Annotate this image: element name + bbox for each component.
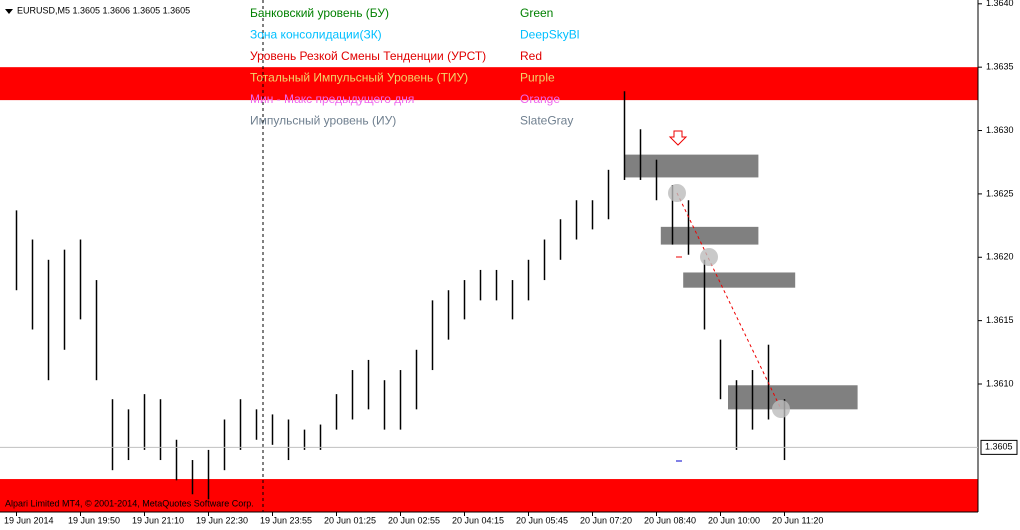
legend-label: Тотальный Импульсный Уровень (ТИУ): [250, 71, 468, 85]
legend-color-name: SlateGray: [520, 114, 573, 128]
x-tick-label: 19 Jun 23:55: [260, 515, 312, 525]
x-tick-label: 20 Jun 07:20: [580, 515, 632, 525]
x-tick-label: 19 Jun 21:10: [132, 515, 184, 525]
zone: [660, 226, 759, 245]
x-tick-label: 20 Jun 04:15: [452, 515, 504, 525]
header: EURUSD,M5 1.3605 1.3606 1.3605 1.3605: [17, 5, 190, 15]
menu-icon[interactable]: [5, 9, 13, 14]
y-tick-label: 1.3635: [986, 62, 1014, 72]
legend-color-name: Red: [520, 49, 542, 63]
legend-label: Мин - Макс предыдущего дня: [250, 92, 414, 106]
zone: [683, 272, 796, 288]
y-tick-label: 1.3640: [986, 0, 1014, 8]
legend-label: Уровень Резкой Смены Тенденции (УРСТ): [250, 49, 486, 63]
y-tick-label: 1.3630: [986, 125, 1014, 135]
legend-color-name: Green: [520, 6, 553, 20]
legend-label: Банковский уровень (БУ): [250, 6, 389, 20]
trend-line: [676, 192, 782, 410]
y-tick-label: 1.3615: [986, 315, 1014, 325]
x-tick-label: 19 Jun 19:50: [68, 515, 120, 525]
legend-color-name: Orange: [520, 92, 560, 106]
x-tick-label: 20 Jun 01:25: [324, 515, 376, 525]
legend-color-name: Purple: [520, 71, 555, 85]
legend-color-name: DeepSkyBl: [520, 28, 579, 42]
marker: [772, 400, 790, 418]
x-tick-label: 20 Jun 11:20: [772, 515, 823, 525]
current-price-box: [980, 439, 1018, 455]
y-tick-label: 1.3610: [986, 378, 1014, 388]
marker: [700, 248, 718, 266]
legend-label: Зона консолидации(ЗК): [250, 28, 382, 42]
zone: [728, 385, 858, 410]
level-band: [0, 479, 978, 512]
y-tick-label: 1.3620: [986, 252, 1014, 262]
x-tick-label: 20 Jun 05:45: [516, 515, 568, 525]
y-tick-label: 1.3625: [986, 188, 1014, 198]
level-band: [0, 67, 978, 101]
x-tick-label: 19 Jun 22:30: [196, 515, 248, 525]
x-tick-label: 19 Jun 2014: [4, 515, 54, 525]
marker: [668, 184, 686, 202]
current-price-label: 1.3605: [985, 442, 1013, 452]
zone: [624, 154, 759, 178]
footer: Alpari Limited MT4, © 2001-2014, MetaQuo…: [5, 498, 254, 508]
x-tick-label: 20 Jun 08:40: [644, 515, 696, 525]
x-tick-label: 20 Jun 02:55: [388, 515, 440, 525]
down-arrow: [668, 130, 688, 146]
x-tick-label: 20 Jun 10:00: [708, 515, 760, 525]
legend-label: Импульсный уровень (ИУ): [250, 114, 396, 128]
